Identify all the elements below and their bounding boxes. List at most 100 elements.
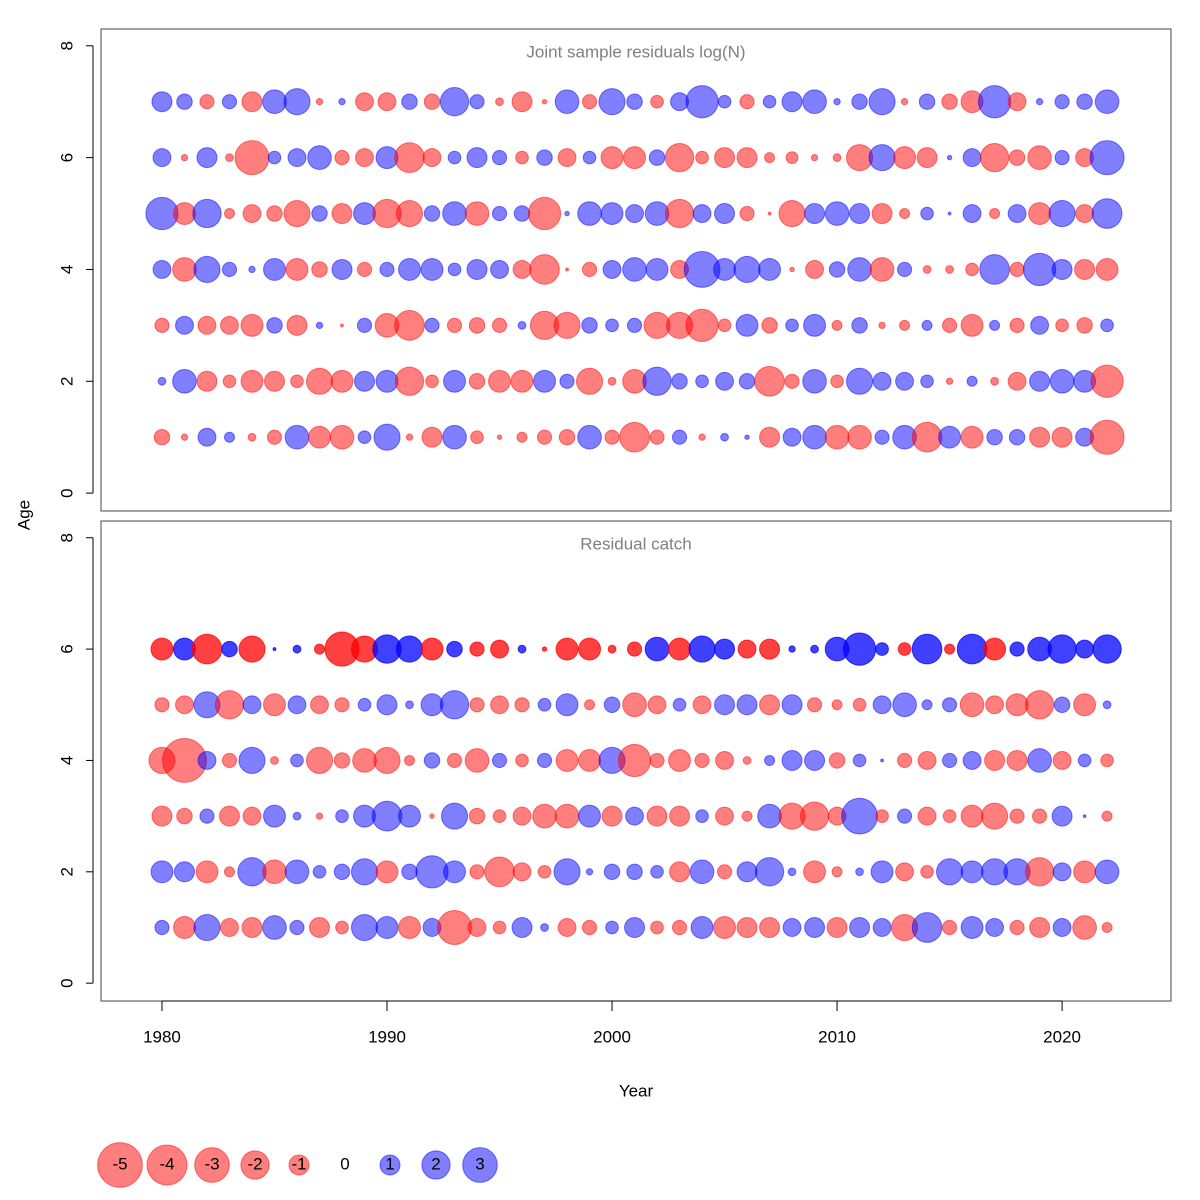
bubble [1008, 149, 1026, 166]
bubble [981, 802, 1009, 830]
bubble [424, 317, 440, 333]
bubble [529, 254, 560, 285]
bubble [985, 918, 1005, 937]
bubble [517, 644, 527, 654]
bubble [736, 694, 758, 716]
bubble [575, 367, 604, 395]
bubble [512, 259, 532, 279]
y-axis-label: Age [14, 500, 33, 530]
bubble [1073, 860, 1097, 884]
bubble [286, 314, 308, 336]
bubble [470, 430, 484, 445]
bubble [694, 752, 710, 769]
bubble [1053, 696, 1071, 714]
bubble [491, 752, 508, 769]
bubble [868, 144, 896, 172]
bubble [307, 145, 332, 170]
bubble [692, 695, 712, 715]
bubble [514, 697, 530, 713]
bubble [173, 916, 196, 939]
bubble [559, 373, 575, 389]
legend-label: 3 [475, 1154, 484, 1173]
bubble [897, 642, 912, 656]
bubble [356, 261, 373, 278]
bubble [715, 750, 734, 770]
y-tick-label: 2 [57, 377, 76, 386]
bubble [916, 147, 938, 169]
bubble [484, 856, 515, 888]
bubble [375, 916, 399, 939]
bubble [695, 150, 709, 165]
bubble [847, 424, 872, 450]
bubble [650, 94, 664, 109]
bubble [984, 749, 1006, 771]
bubble [764, 152, 776, 164]
bubble [584, 699, 596, 711]
bubble [516, 431, 528, 443]
bubble [739, 205, 755, 222]
bubble [1024, 857, 1055, 887]
bubble [644, 636, 670, 662]
bubble [759, 694, 781, 716]
bubble [805, 259, 825, 279]
plot-frame [100, 28, 1172, 512]
bubble [1027, 145, 1052, 170]
bubble [868, 88, 896, 116]
bubble [581, 261, 598, 278]
bubble [690, 916, 714, 939]
bubble [513, 205, 531, 222]
bubble [911, 633, 943, 665]
bubble [869, 257, 895, 282]
bubble [464, 748, 490, 773]
bubble [626, 317, 643, 333]
bubble [221, 94, 238, 110]
legend-bubble [421, 1150, 451, 1180]
bubble [180, 153, 189, 162]
bubble [804, 916, 826, 938]
bubble [1054, 94, 1070, 110]
y-tick-label: 8 [57, 533, 76, 542]
bubble [557, 148, 577, 168]
bubble [785, 151, 799, 165]
bubble [154, 919, 170, 936]
bubble [944, 643, 956, 655]
bubble [241, 916, 263, 938]
bubble [855, 867, 864, 877]
bubble [442, 424, 467, 450]
bubble [918, 93, 936, 110]
bubble [338, 98, 346, 106]
bubble [353, 202, 376, 225]
bubble [491, 150, 508, 166]
bubble [1094, 859, 1120, 885]
legend-bubble [379, 1154, 401, 1176]
bubble [1009, 317, 1025, 333]
bubble [826, 916, 848, 938]
bubble [767, 211, 772, 216]
bubble [377, 92, 397, 112]
bubble [263, 257, 286, 281]
bubble [692, 204, 712, 223]
bubble [469, 94, 485, 110]
bubble [892, 692, 917, 718]
bubble [577, 201, 602, 226]
bubble [742, 756, 752, 765]
bubble [335, 809, 349, 823]
bubble [225, 153, 234, 162]
bubble [945, 265, 954, 274]
bubble [537, 864, 552, 879]
bubble [292, 644, 302, 654]
bubble [287, 148, 307, 168]
bubble [312, 864, 327, 879]
bubble [541, 98, 548, 105]
bubble [831, 699, 843, 711]
bubble [157, 376, 167, 386]
legend-label: -4 [159, 1154, 174, 1173]
bubble [759, 916, 781, 938]
bubble [1027, 748, 1052, 773]
panel-title: Joint sample residuals log(N) [526, 42, 745, 61]
y-tick-label: 2 [57, 867, 76, 876]
bubble [601, 805, 623, 827]
bubble [849, 916, 871, 938]
bubble [985, 695, 1005, 715]
